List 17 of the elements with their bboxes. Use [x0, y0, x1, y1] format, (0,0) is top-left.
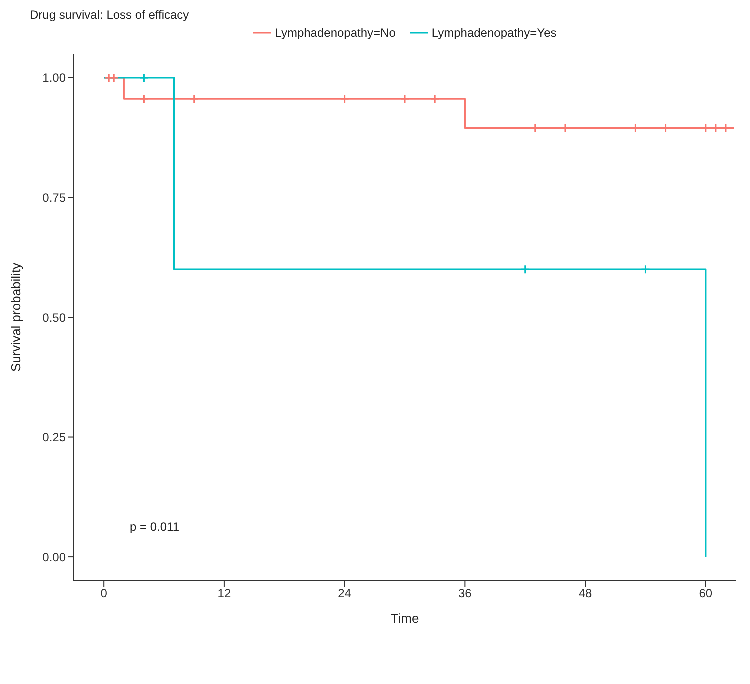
y-axis-title: Survival probability: [8, 262, 24, 372]
x-tick-label: 12: [218, 586, 232, 601]
y-tick-label: 0.25: [42, 430, 66, 445]
legend-label: Lymphadenopathy=Yes: [432, 26, 557, 40]
x-tick-label: 0: [100, 586, 108, 601]
legend-label: Lymphadenopathy=No: [275, 26, 396, 40]
y-tick-label: 0.50: [42, 310, 66, 325]
y-tick-label: 1.00: [42, 71, 66, 86]
x-tick-label: 24: [338, 586, 352, 601]
annotation: p = 0.011: [130, 520, 180, 534]
x-tick-label: 36: [458, 586, 472, 601]
y-tick-label: 0.00: [42, 550, 66, 564]
chart-title: Drug survival: Loss of efficacy: [30, 8, 190, 22]
x-tick-label: 48: [578, 586, 593, 601]
x-axis-title: Time: [390, 611, 420, 626]
y-tick-label: 0.75: [42, 190, 66, 205]
x-tick-label: 60: [699, 586, 713, 601]
